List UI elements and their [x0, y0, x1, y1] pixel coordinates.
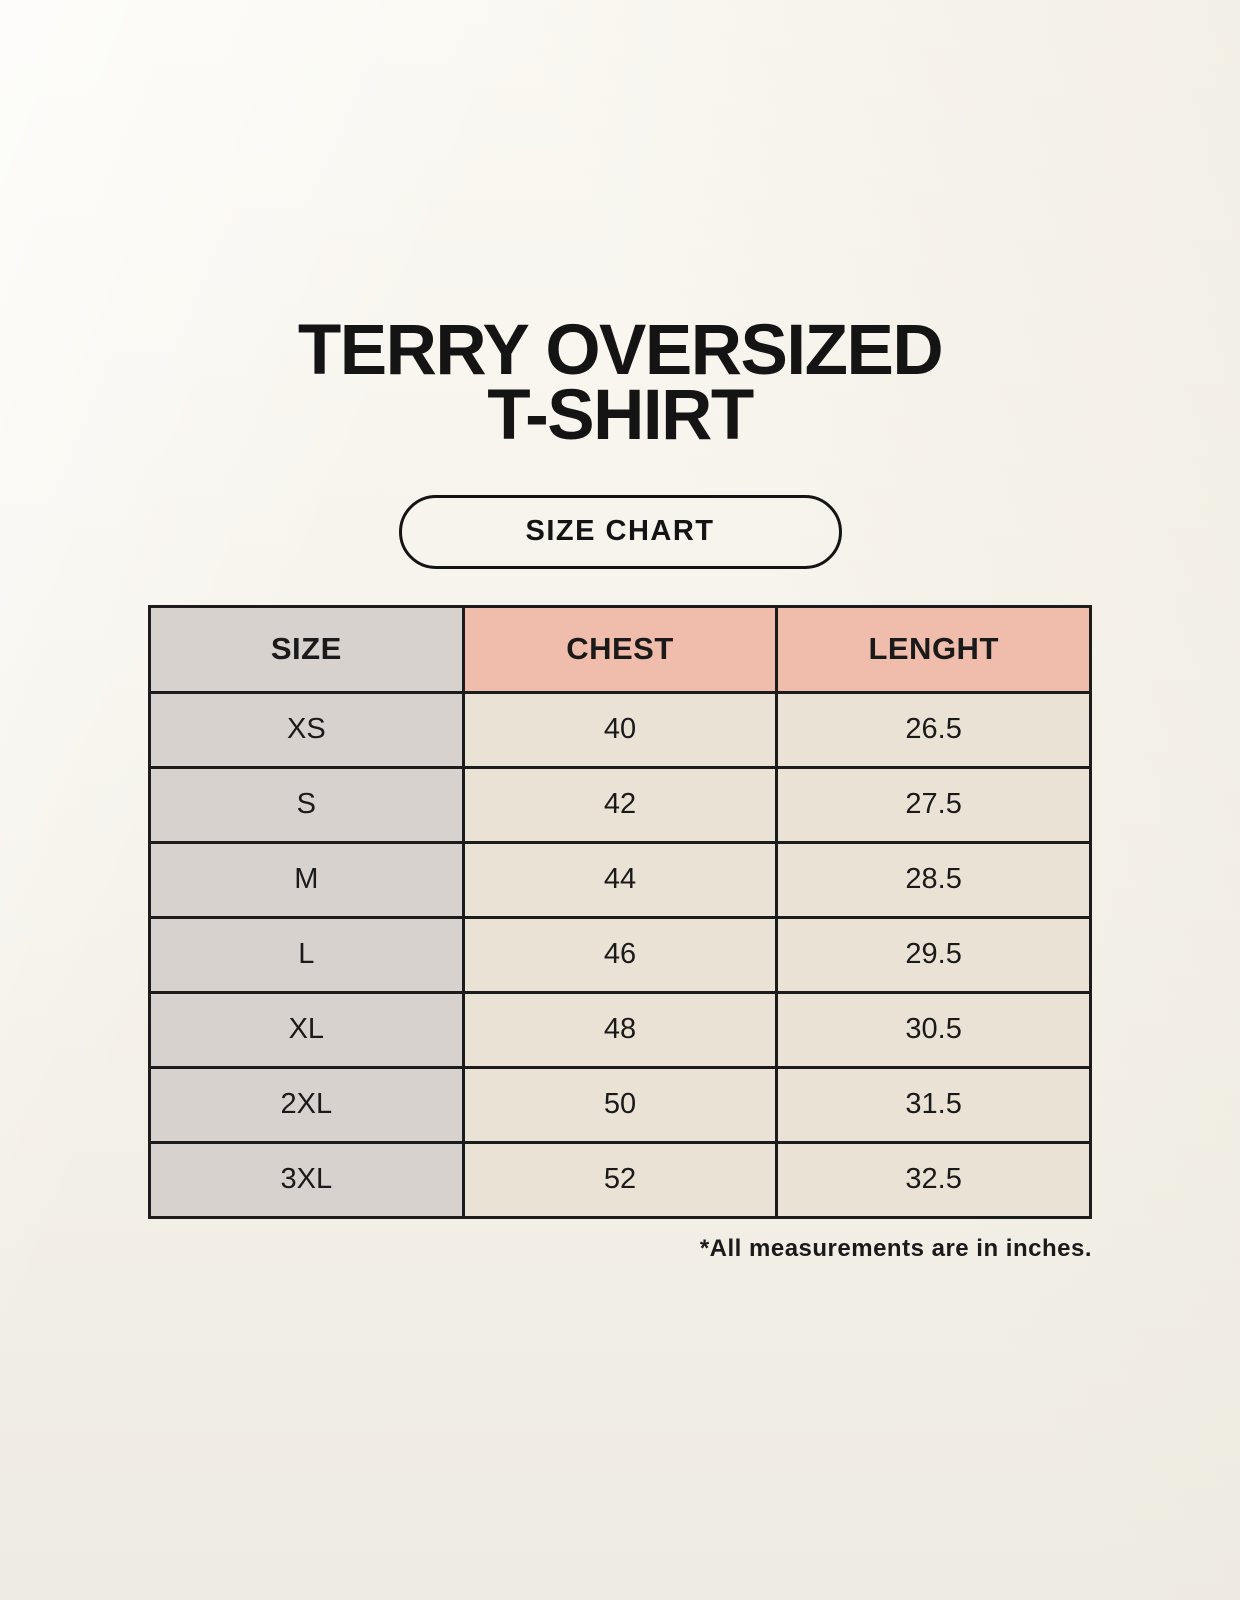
size-cell: 3XL — [148, 1140, 465, 1219]
chest-cell: 44 — [461, 840, 779, 919]
size-cell: M — [148, 840, 465, 919]
table-row: M 44 28.5 — [148, 840, 1092, 919]
size-chart-table: SIZE CHEST LENGHT XS 40 26.5 S 42 27.5 M… — [148, 604, 1092, 1219]
chest-cell: 48 — [461, 990, 779, 1069]
chest-cell: 50 — [461, 1065, 779, 1144]
length-cell: 26.5 — [775, 690, 1092, 769]
table-body: XS 40 26.5 S 42 27.5 M 44 28.5 L 46 29.5… — [148, 690, 1092, 1219]
table-row: 2XL 50 31.5 — [148, 1065, 1092, 1144]
header-size: SIZE — [148, 604, 465, 694]
table-row: 3XL 52 32.5 — [148, 1140, 1092, 1219]
size-cell: XS — [148, 690, 465, 769]
size-cell: S — [148, 765, 465, 844]
chest-cell: 42 — [461, 765, 779, 844]
length-cell: 30.5 — [775, 990, 1092, 1069]
page-title-line-1: TERRY OVERSIZED — [297, 311, 944, 390]
header-length: LENGHT — [775, 604, 1092, 694]
page-title-line-2: T-SHIRT — [487, 376, 754, 456]
chest-cell: 46 — [461, 915, 779, 994]
measurements-footnote: *All measurements are in inches. — [699, 1234, 1092, 1262]
length-cell: 32.5 — [775, 1140, 1092, 1219]
table-header: SIZE CHEST LENGHT — [148, 604, 1092, 694]
header-row: SIZE CHEST LENGHT — [148, 604, 1092, 694]
table-row: L 46 29.5 — [148, 915, 1092, 994]
table-row: S 42 27.5 — [148, 765, 1092, 844]
table-row: XL 48 30.5 — [148, 990, 1092, 1069]
chest-cell: 52 — [461, 1140, 779, 1219]
size-chart-badge-label: SIZE CHART — [525, 515, 715, 548]
length-cell: 31.5 — [775, 1065, 1092, 1144]
length-cell: 29.5 — [775, 915, 1092, 994]
size-chart-badge: SIZE CHART — [398, 494, 842, 569]
length-cell: 28.5 — [775, 840, 1092, 919]
length-cell: 27.5 — [775, 765, 1092, 844]
table-row: XS 40 26.5 — [148, 690, 1092, 769]
chest-cell: 40 — [461, 690, 779, 769]
size-cell: L — [148, 915, 465, 994]
page-title: TERRY OVERSIZED T-SHIRT — [0, 0, 1240, 456]
size-cell: 2XL — [148, 1065, 465, 1144]
size-cell: XL — [148, 990, 465, 1069]
header-chest: CHEST — [461, 604, 779, 694]
